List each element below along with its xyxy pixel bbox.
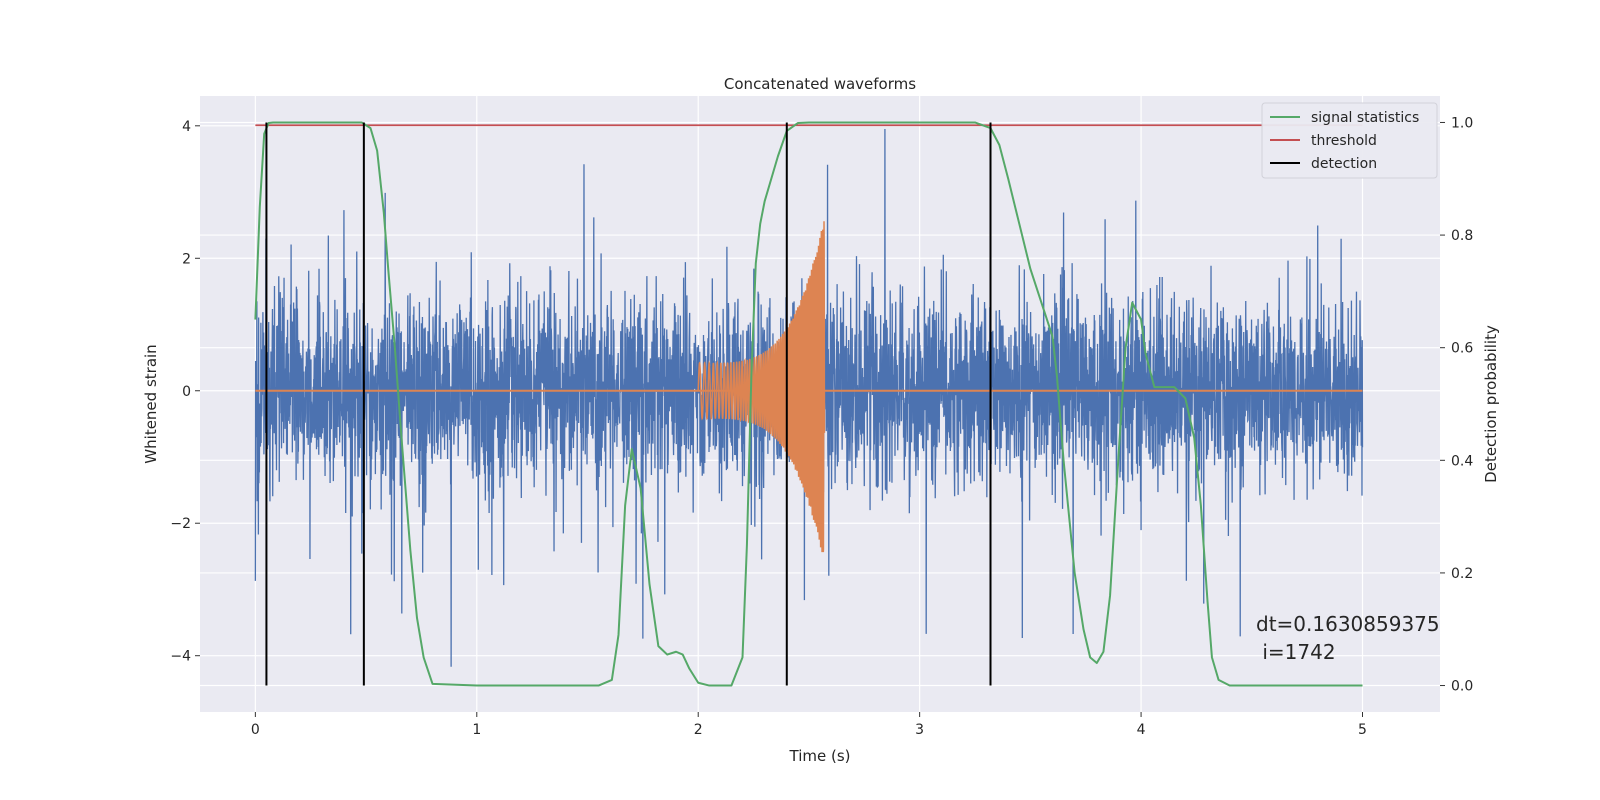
y2-tick-label: 0.4 (1451, 453, 1473, 469)
overlay-layer (254, 121, 1363, 687)
legend-box (1261, 102, 1438, 179)
signal-statistics-line (254, 121, 1363, 687)
legend-label-detection: detection (1311, 156, 1377, 172)
chart-title: Concatenated waveforms (724, 75, 916, 93)
y2-tick-label: 0.2 (1451, 566, 1473, 582)
legend: signal statistics threshold detection (1261, 102, 1438, 179)
y-tick-label: 4 (182, 119, 191, 135)
y2-tick-label: 0.8 (1451, 228, 1473, 244)
y2-tick-label: 1.0 (1451, 115, 1473, 131)
annotation: dt=0.1630859375 i=1742 (1256, 612, 1440, 664)
y-tick-label: 2 (182, 251, 191, 267)
template-chirp-line (697, 221, 826, 553)
y-tick-label: 0 (182, 384, 191, 400)
x-tick-label: 4 (1137, 722, 1146, 738)
y2-tick-label: 0.6 (1451, 341, 1473, 357)
x-axis-label: Time (s) (789, 747, 851, 765)
y-axis-label: Whitened strain (142, 344, 160, 463)
axes-layer: 0 1 2 3 4 5 −4 −2 0 2 4 0.0 0.2 0.4 0.6 0.8 1.0 (170, 115, 1473, 738)
y-tick-label: −2 (170, 516, 191, 532)
y2-axis-label: Detection probability (1482, 325, 1500, 483)
x-tick-label: 5 (1358, 722, 1367, 738)
legend-label-threshold: threshold (1311, 133, 1377, 149)
annotation-i: i=1742 (1256, 640, 1336, 664)
legend-label-signal-statistics: signal statistics (1311, 110, 1419, 126)
x-tick-label: 3 (915, 722, 924, 738)
y2-tick-label: 0.0 (1451, 679, 1473, 695)
x-tick-label: 0 (251, 722, 260, 738)
annotation-dt: dt=0.1630859375 (1256, 612, 1440, 636)
x-tick-label: 2 (694, 722, 703, 738)
y-tick-label: −4 (170, 649, 191, 665)
x-tick-label: 1 (472, 722, 481, 738)
